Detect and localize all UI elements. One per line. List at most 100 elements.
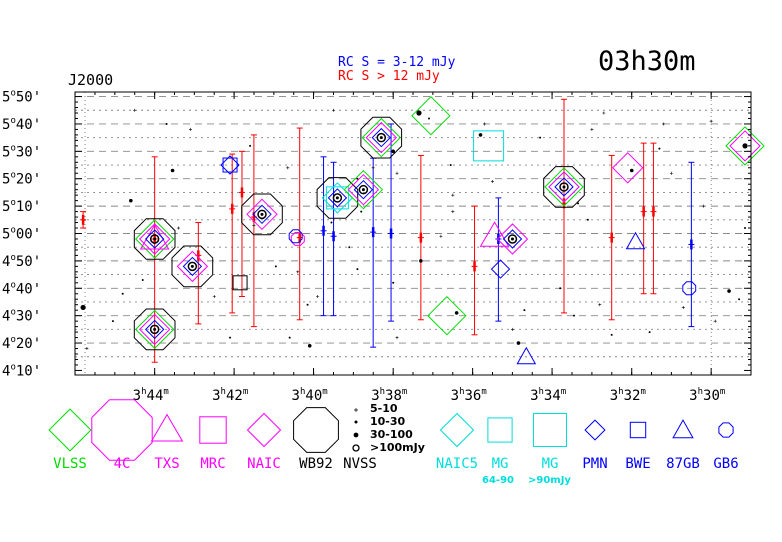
y-tick-arcmin: 10' [16, 199, 41, 215]
nvss-legend-ring [352, 444, 360, 452]
y-tick-deg: 5 [2, 117, 10, 133]
nvss-strong-source [507, 234, 518, 244]
minute-symbol: m [720, 387, 725, 397]
x-tick-minutes: 40 [305, 388, 322, 404]
y-tick-deg: 5 [2, 172, 10, 188]
y-tick-label: 4o50' [2, 253, 41, 270]
y-tick-deg: 5 [2, 144, 10, 160]
nvss-faint-source [510, 327, 514, 331]
bwe-square [232, 275, 248, 291]
nvss-strong-source [149, 234, 160, 244]
bwe-square [222, 157, 238, 173]
y-tick-label: 5o40' [2, 116, 41, 133]
legend-label-mrc: MRC [200, 456, 225, 472]
y-tick-deg: 4 [2, 309, 10, 325]
nvss-ring [149, 234, 160, 244]
x-tick-minutes: 32 [624, 388, 641, 404]
rc-legend-red: RC S > 12 mJy [338, 69, 440, 84]
nvss-faint-source [713, 319, 717, 323]
naic-diamond [176, 250, 209, 283]
naic-diamond [347, 173, 380, 206]
legend-label-txs: TXS [154, 456, 179, 472]
pmn-diamond [490, 259, 511, 279]
nvss-faint-source [590, 127, 594, 131]
minute-symbol: m [402, 387, 407, 397]
catalog-symbols [133, 95, 765, 365]
nvss-legend-dot-mid [353, 432, 359, 438]
nvss-dots [80, 108, 748, 351]
nvss-legend-label: >100mJy [370, 441, 425, 454]
nvss-source [449, 164, 452, 167]
nvss-source [742, 143, 748, 149]
legend-label-87gb: 87GB [666, 456, 700, 472]
degree-symbol: o [10, 335, 15, 345]
nvss-legend-label: 10-30 [370, 415, 406, 428]
nvss-strong-source [559, 182, 569, 192]
nvss-core [510, 237, 514, 241]
naic-diamond [246, 412, 282, 448]
y-tick-arcmin: 40' [16, 117, 41, 133]
minute-symbol: m [163, 387, 168, 397]
y-tick-deg: 4 [2, 254, 10, 270]
mrc-square [199, 416, 227, 444]
mg-sublabel-2: >90mJy [528, 475, 571, 486]
naic-diamond [548, 171, 580, 203]
nvss-faint-source [701, 204, 705, 208]
nvss-faint-source [85, 347, 89, 351]
legend-label-pmn: PMN [582, 456, 607, 472]
axis-ticks: 4o10'4o20'4o30'4o40'4o50'5o00'5o10'5o20'… [2, 89, 751, 404]
degree-symbol: o [10, 89, 15, 99]
nvss-source [129, 198, 133, 203]
x-tick-hours: 3 [371, 388, 379, 404]
minute-symbol: m [640, 387, 645, 397]
vlss-diamond [544, 167, 584, 207]
nvss-source [360, 210, 363, 213]
y-tick-deg: 5 [2, 199, 10, 215]
nvss-ring [257, 209, 267, 220]
nvss-source [356, 177, 359, 180]
x-tick-hours: 3 [610, 388, 618, 404]
degree-symbol: o [10, 198, 15, 208]
chart-title: 03h30m [598, 46, 696, 77]
87gb-triangle [625, 231, 646, 250]
pmn-diamond [502, 229, 523, 249]
pmn-diamond [584, 419, 606, 441]
nvss-legend-label: 30-100 [370, 428, 413, 441]
wb92-octagon [241, 193, 283, 236]
wb92-octagon [133, 218, 176, 260]
nvss-source [229, 336, 232, 339]
mg-square-small [325, 186, 349, 210]
grid-lines [75, 92, 751, 375]
nvss-source [348, 246, 351, 249]
vlss-diamond [134, 309, 175, 350]
wb92-octagon [171, 245, 214, 288]
nvss-strong-source [358, 184, 369, 195]
x-tick-minutes: 34 [544, 388, 561, 404]
y-tick-arcmin: 30' [16, 144, 41, 160]
nvss-ring [358, 184, 369, 195]
vlss-diamond [427, 295, 467, 336]
pmn-diamond [220, 155, 240, 175]
pmn-diamond [144, 319, 165, 340]
y-tick-label: 4o10' [2, 362, 41, 379]
nvss-source [573, 314, 576, 317]
y-tick-label: 4o40' [2, 280, 41, 297]
nvss-legend-dot-small [354, 420, 358, 424]
nvss-source [170, 168, 175, 173]
nvss-faint-source [439, 234, 443, 238]
txs-triangle [150, 413, 184, 442]
nvss-faint-source [177, 226, 181, 230]
x-tick-label: 3h34m [530, 387, 566, 404]
degree-symbol: o [10, 308, 15, 318]
nvss-strong-source [257, 209, 267, 220]
nvss-faint-source [371, 166, 375, 170]
nvss-ring [149, 324, 160, 335]
rc-legend-blue: RC S = 3-12 mJy [338, 55, 456, 70]
x-tick-minutes: 30 [703, 388, 720, 404]
nvss-core [562, 185, 566, 189]
nvss-ring [187, 261, 198, 272]
y-tick-label: 4o30' [2, 308, 41, 325]
nvss-faint-source [661, 122, 665, 126]
hour-symbol: h [380, 387, 385, 397]
